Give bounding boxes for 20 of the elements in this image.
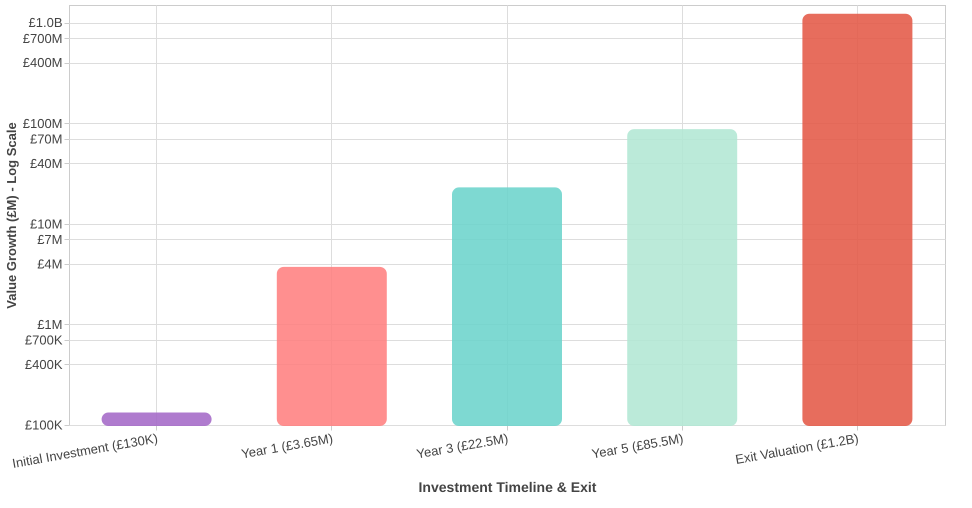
x-tick-label: Year 3 (£22.5M) [415, 430, 510, 462]
x-axis-title: Investment Timeline & Exit [418, 478, 597, 495]
y-tick-label: £700M [22, 30, 62, 46]
y-tick-label: £7M [37, 232, 62, 247]
y-tick-label: £4M [37, 256, 62, 272]
x-tick-label: Exit Valuation (£1.2B) [734, 430, 860, 467]
y-tick-label: £10M [30, 216, 62, 232]
y-tick-label: £70M [30, 131, 62, 146]
x-tick-label: Initial Investment (£130K) [11, 430, 159, 471]
y-tick-label: £700K [24, 332, 63, 348]
x-tick-label: Year 1 (£3.65M) [240, 430, 334, 462]
y-tick-label: £1.0B [28, 15, 62, 30]
y-tick-label: £100K [24, 418, 63, 432]
y-tick-label: £400M [22, 55, 62, 70]
y-axis-title: Value Growth (£M) - Log Scale [4, 122, 19, 309]
x-tick-label: Year 5 (£85.5M) [590, 430, 684, 462]
y-tick-label: £400K [24, 356, 63, 372]
y-tick-label: £1M [37, 316, 62, 332]
y-tick-label: £100M [22, 116, 62, 131]
y-tick-label: £40M [30, 156, 62, 171]
